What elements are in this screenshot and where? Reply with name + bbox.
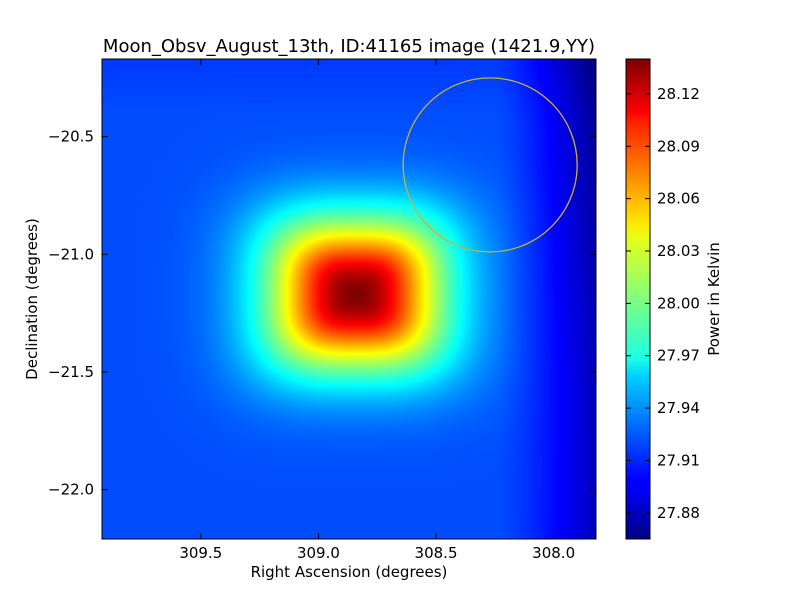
y-tick-label: −21.5 — [48, 363, 94, 381]
y-axis-label: Declination (degrees) — [23, 218, 41, 380]
y-tick-label: −20.5 — [48, 128, 94, 146]
heatmap-canvas-wrapper — [102, 59, 596, 539]
x-tick-label: 309.5 — [179, 544, 222, 562]
colorbar-ticks: 28.12 28.09 28.06 28.03 28.00 27.97 27.94 27.91… — [626, 85, 700, 522]
colorbar: 28.12 28.09 28.06 28.03 28.00 27.97 27.94 27.91… — [625, 58, 723, 540]
colorbar-tick-label: 28.03 — [657, 242, 700, 260]
chart-title: Moon_Obsv_August_13th, ID:41165 image (1… — [103, 36, 595, 57]
heatmap-area — [101, 58, 597, 540]
x-axis-ticks: 309.5 309.0 308.5 308.0 — [179, 59, 575, 562]
colorbar-tick-label: 27.88 — [657, 504, 700, 522]
colorbar-gradient — [625, 58, 651, 540]
colorbar-tick-label: 28.06 — [657, 190, 700, 208]
colorbar-tick-label: 27.91 — [657, 451, 700, 469]
heatmap-canvas — [102, 59, 596, 539]
colorbar-tick-label: 28.00 — [657, 294, 700, 312]
source-circle — [402, 77, 578, 253]
y-tick-label: −22.0 — [48, 481, 94, 499]
x-tick-label: 308.0 — [532, 544, 575, 562]
colorbar-tick-label: 28.12 — [657, 85, 700, 103]
colorbar-tick-label: 27.94 — [657, 399, 700, 417]
x-axis-label: Right Ascension (degrees) — [251, 563, 448, 581]
colorbar-tick-label: 28.09 — [657, 137, 700, 155]
x-tick-label: 308.5 — [415, 544, 458, 562]
y-tick-label: −21.0 — [48, 245, 94, 263]
colorbar-tick-label: 27.97 — [657, 347, 700, 365]
x-tick-label: 309.0 — [297, 544, 340, 562]
plot-frame — [101, 58, 597, 540]
y-axis-ticks: −20.5 −21.0 −21.5 −22.0 — [48, 128, 596, 499]
colorbar-label: Power in Kelvin — [705, 242, 723, 356]
